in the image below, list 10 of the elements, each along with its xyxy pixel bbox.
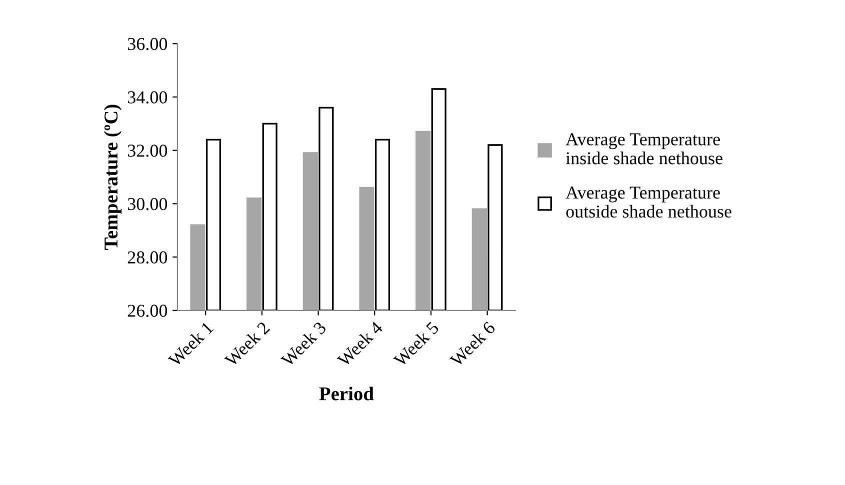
x-axis-title: Period (319, 386, 374, 400)
y-tick-label: 34.00 (128, 91, 168, 104)
legend-label: Average Temperature outside shade nethouse (566, 186, 732, 218)
y-tick-label: 26.00 (128, 304, 168, 317)
y-tick-label: 28.00 (128, 251, 168, 264)
y-tick-label: 30.00 (128, 198, 168, 210)
y-tick-label: 32.00 (128, 144, 168, 157)
y-axis-title: Temperature (ºC) (104, 104, 122, 250)
y-tick-label: 36.00 (128, 38, 168, 50)
legend-label: Average Temperature inside shade nethouse (566, 133, 722, 164)
